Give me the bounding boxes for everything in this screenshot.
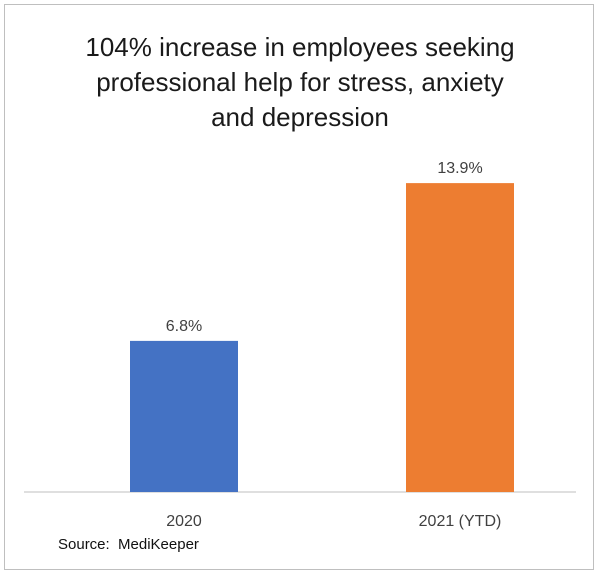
chart-title-line: and depression [211, 102, 389, 132]
data-label: 6.8% [166, 318, 202, 335]
bar-2021-ytd [406, 183, 514, 492]
chart-title-line: 104% increase in employees seeking [85, 32, 515, 62]
source-note: Source: MediKeeper [58, 536, 199, 553]
data-label: 13.9% [437, 160, 482, 177]
bar-2020 [130, 340, 238, 492]
x-tick-label: 2021 (YTD) [419, 513, 502, 530]
chart-title-line: professional help for stress, anxiety [96, 67, 504, 97]
chart-title: 104% increase in employees seeking profe… [0, 30, 600, 135]
bar-marks: 6.8% 2020 13.9% 2021 (YTD) [130, 160, 514, 530]
x-tick-label: 2020 [166, 513, 202, 530]
